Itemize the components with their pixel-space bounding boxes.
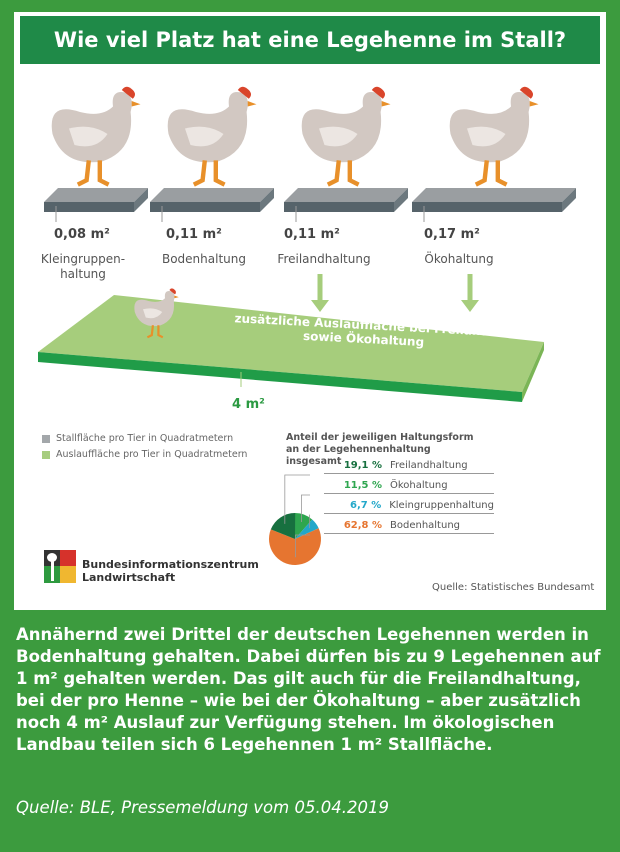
outdoor-area-side	[522, 342, 544, 402]
legend-item: Auslauffläche pro Tier in Quadratmetern	[42, 449, 247, 460]
pie-leader-line	[284, 474, 310, 524]
area-value: 0,17 m²	[424, 227, 480, 242]
housing-label: Kleingruppen- haltung	[40, 252, 126, 281]
floor-platform	[150, 188, 274, 202]
infographic-title: Wie viel Platz hat eine Legehenne im Sta…	[20, 16, 600, 64]
floor-platform-side	[260, 188, 274, 212]
pie-label: 11,5 % Ökohaltung	[324, 480, 494, 494]
housing-label: Bodenhaltung	[161, 252, 246, 266]
floor-platform-side	[394, 188, 408, 212]
pie-label: 62,8 % Bodenhaltung	[324, 520, 494, 534]
floor-platform	[284, 188, 408, 202]
floor-platform	[44, 188, 148, 202]
bzl-logo	[44, 550, 76, 583]
body-text: Annähernd zwei Drittel der deutschen Leg…	[16, 625, 601, 754]
hen-icon	[301, 86, 391, 187]
pie-label: 19,1 % Freilandhaltung	[324, 460, 494, 474]
area-value: 0,08 m²	[54, 227, 110, 242]
floor-platform-edge	[284, 202, 394, 212]
outdoor-area: 4 m²	[232, 397, 265, 412]
floor-platform	[412, 188, 576, 202]
housing-label: Ökohaltung	[424, 252, 494, 266]
pie-leader-line	[295, 534, 310, 558]
chart-source: Quelle: Statistisches Bundesamt	[432, 582, 595, 593]
arrow-down-icon	[461, 300, 479, 312]
bzl-logo-text: Bundesinformationszentrum Landwirtschaft	[82, 558, 259, 584]
illustration	[38, 86, 576, 566]
housing-label: Freilandhaltung	[277, 252, 371, 266]
pie-label: 6,7 % Kleingruppenhaltung	[324, 500, 494, 514]
floor-platform-side	[134, 188, 148, 212]
legend-item: Stallfläche pro Tier in Quadratmetern	[42, 433, 233, 444]
pie-slice	[270, 513, 296, 539]
hen-icon	[134, 288, 179, 339]
floor-platform-side	[562, 188, 576, 212]
hen-icon	[449, 86, 539, 187]
pie-leader-line	[301, 494, 310, 522]
arrow-down-icon	[311, 300, 329, 312]
hen-icon	[167, 86, 257, 187]
floor-platform-edge	[150, 202, 260, 212]
area-value: 0,11 m²	[284, 227, 340, 242]
infographic-panel: Wie viel Platz hat eine Legehenne im Sta…	[14, 12, 606, 610]
hen-icon	[51, 86, 141, 187]
pie-slice	[269, 528, 322, 566]
area-value: 0,11 m²	[166, 227, 222, 242]
pie-title: Anteil der jeweiligen Haltungsform an de…	[286, 432, 474, 467]
pie-slice	[295, 513, 313, 539]
floor-platform-edge	[412, 202, 562, 212]
floor-platform-edge	[44, 202, 134, 212]
source-text: Quelle: BLE, Pressemeldung vom 05.04.201…	[16, 798, 389, 817]
pie-slice	[295, 519, 319, 539]
outdoor-area-edge	[38, 352, 522, 402]
